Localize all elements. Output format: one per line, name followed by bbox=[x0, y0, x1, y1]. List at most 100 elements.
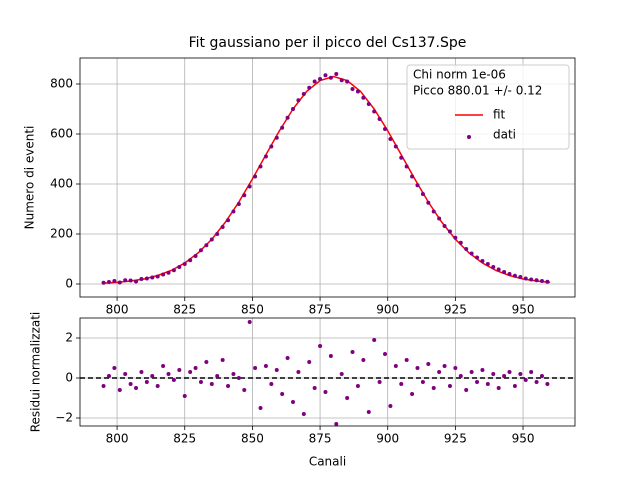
data-point bbox=[280, 125, 285, 130]
data-point bbox=[372, 109, 377, 114]
data-point bbox=[420, 192, 425, 196]
data-point bbox=[355, 89, 360, 94]
data-point bbox=[480, 368, 485, 372]
data-point bbox=[426, 362, 431, 366]
data-point bbox=[518, 275, 523, 279]
data-point bbox=[166, 372, 171, 376]
data-point bbox=[404, 164, 409, 169]
data-point bbox=[393, 144, 398, 149]
data-point bbox=[453, 235, 458, 240]
x-tick-label: 950 bbox=[512, 303, 535, 317]
data-point bbox=[226, 218, 231, 223]
data-point bbox=[155, 384, 160, 388]
data-point bbox=[177, 368, 182, 372]
data-point bbox=[204, 243, 209, 248]
data-point bbox=[274, 135, 279, 140]
data-point bbox=[491, 265, 496, 269]
y-tick-label: 400 bbox=[50, 177, 73, 191]
data-point bbox=[328, 75, 333, 80]
x-tick-label: 950 bbox=[512, 432, 535, 446]
data-point bbox=[269, 144, 274, 149]
y-tick-label: 0 bbox=[65, 371, 73, 385]
data-point bbox=[231, 209, 236, 214]
y-tick-label: 2 bbox=[65, 331, 73, 345]
data-point bbox=[209, 237, 214, 242]
data-point bbox=[366, 410, 371, 414]
x-tick-label: 875 bbox=[309, 303, 332, 317]
data-point bbox=[458, 240, 463, 245]
data-point bbox=[393, 364, 398, 368]
data-point bbox=[496, 267, 501, 272]
data-point bbox=[269, 382, 274, 386]
data-point bbox=[182, 262, 187, 266]
data-point bbox=[431, 386, 436, 390]
data-point bbox=[134, 279, 139, 284]
data-point bbox=[318, 77, 323, 81]
data-point bbox=[361, 95, 366, 100]
data-point bbox=[263, 364, 268, 368]
data-point bbox=[226, 384, 231, 388]
x-tick-label: 825 bbox=[173, 432, 196, 446]
data-point bbox=[258, 164, 263, 169]
data-point bbox=[285, 115, 290, 120]
data-point bbox=[106, 374, 111, 378]
x-tick-label: 850 bbox=[241, 432, 264, 446]
legend-label: fit bbox=[493, 108, 506, 122]
data-point bbox=[128, 382, 133, 386]
data-point bbox=[485, 262, 490, 266]
data-point bbox=[209, 382, 214, 386]
data-point bbox=[507, 370, 512, 374]
data-point bbox=[171, 378, 176, 382]
data-point bbox=[253, 366, 258, 370]
data-point bbox=[545, 279, 550, 284]
y-tick-label: 200 bbox=[50, 227, 73, 241]
x-tick-label: 800 bbox=[106, 303, 129, 317]
data-point bbox=[193, 366, 198, 370]
data-point bbox=[253, 174, 258, 179]
data-point bbox=[263, 154, 268, 159]
data-point bbox=[258, 406, 263, 410]
data-point bbox=[410, 174, 415, 179]
data-point bbox=[328, 354, 333, 358]
data-point bbox=[529, 370, 534, 374]
data-point bbox=[534, 278, 539, 283]
data-point bbox=[166, 270, 171, 275]
data-point bbox=[215, 374, 220, 378]
x-tick-label: 900 bbox=[376, 432, 399, 446]
data-point bbox=[426, 200, 431, 205]
data-point bbox=[334, 422, 339, 426]
x-tick-label: 850 bbox=[241, 303, 264, 317]
data-point bbox=[220, 358, 225, 362]
data-point bbox=[112, 366, 117, 370]
data-point bbox=[301, 92, 306, 96]
data-point bbox=[475, 255, 480, 260]
data-point bbox=[155, 274, 160, 279]
data-point bbox=[502, 270, 507, 274]
data-point bbox=[220, 225, 225, 229]
legend-swatch bbox=[467, 135, 471, 139]
data-point bbox=[188, 258, 193, 263]
data-point bbox=[290, 107, 295, 111]
data-point bbox=[215, 232, 220, 236]
data-point bbox=[539, 279, 544, 283]
data-point bbox=[469, 370, 474, 374]
data-point bbox=[345, 79, 350, 84]
x-axis-label: Canali bbox=[309, 455, 346, 469]
data-point bbox=[464, 388, 469, 392]
plot-area bbox=[101, 72, 551, 285]
data-point bbox=[415, 366, 420, 370]
data-point bbox=[177, 265, 182, 269]
data-point bbox=[285, 356, 290, 360]
data-point bbox=[447, 384, 452, 388]
data-point bbox=[366, 102, 371, 106]
data-point bbox=[117, 280, 122, 285]
legend-title: Chi norm 1e-06 bbox=[413, 68, 506, 82]
data-point bbox=[491, 372, 496, 376]
data-point bbox=[101, 280, 106, 285]
data-point bbox=[323, 73, 328, 78]
data-point bbox=[339, 372, 344, 376]
data-point bbox=[161, 272, 166, 277]
x-tick-label: 900 bbox=[376, 303, 399, 317]
data-point bbox=[469, 251, 474, 256]
data-point bbox=[399, 382, 404, 386]
